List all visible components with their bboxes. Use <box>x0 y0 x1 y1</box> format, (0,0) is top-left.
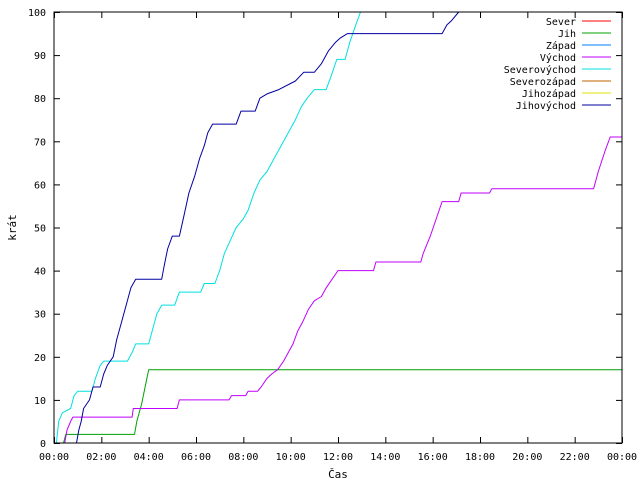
y-tick-label: 80 <box>34 94 46 105</box>
x-tick-label: 12:00 <box>323 452 353 463</box>
legend-label: Jihovýchod <box>516 100 576 112</box>
y-tick-label: 70 <box>34 137 46 148</box>
x-axis-label: Čas <box>328 468 348 480</box>
y-tick-label: 20 <box>34 353 46 364</box>
legend-label: Západ <box>546 40 576 52</box>
y-tick-label: 100 <box>28 8 46 19</box>
x-tick-label: 04:00 <box>134 452 164 463</box>
x-tick-label: 00:00 <box>39 452 69 463</box>
y-tick-label: 60 <box>34 180 46 191</box>
legend-label: Jihozápad <box>522 88 576 100</box>
legend-label: Sever <box>546 17 576 28</box>
series-line-5 <box>55 11 361 444</box>
axis-ticks: 0 10 20 30 40 50 60 70 80 90 100 00:00 02:00 04:00 06:… <box>28 8 637 463</box>
y-axis-label: krát <box>6 214 19 241</box>
y-tick-label: 90 <box>34 51 46 62</box>
x-tick-label: 20:00 <box>512 452 542 463</box>
y-tick-label: 50 <box>34 224 46 235</box>
x-tick-label: 14:00 <box>370 452 400 463</box>
x-tick-label: 10:00 <box>276 452 306 463</box>
x-tick-label: 16:00 <box>418 452 448 463</box>
x-tick-label: 22:00 <box>560 452 590 463</box>
x-tick-label: 08:00 <box>228 452 258 463</box>
legend-label: Jih <box>558 29 576 40</box>
plot-frame <box>53 11 623 444</box>
y-tick-label: 40 <box>34 267 46 278</box>
legend: SeverJihZápadVýchodSeverovýchodSeverozáp… <box>504 17 611 112</box>
y-tick-label: 0 <box>40 439 46 450</box>
x-tick-label: 06:00 <box>181 452 211 463</box>
x-tick-label: 00:00 <box>607 452 637 463</box>
y-tick-label: 30 <box>34 310 46 321</box>
legend-label: Severovýchod <box>504 64 576 76</box>
x-tick-label: 18:00 <box>465 452 495 463</box>
series-line-4 <box>64 136 622 444</box>
series-line-2 <box>63 369 622 444</box>
legend-label: Východ <box>540 52 576 64</box>
legend-label: Severozápad <box>510 76 576 88</box>
series-line-8 <box>76 11 460 444</box>
series-lines <box>55 11 622 444</box>
x-tick-label: 02:00 <box>86 452 116 463</box>
y-tick-label: 10 <box>34 396 46 407</box>
